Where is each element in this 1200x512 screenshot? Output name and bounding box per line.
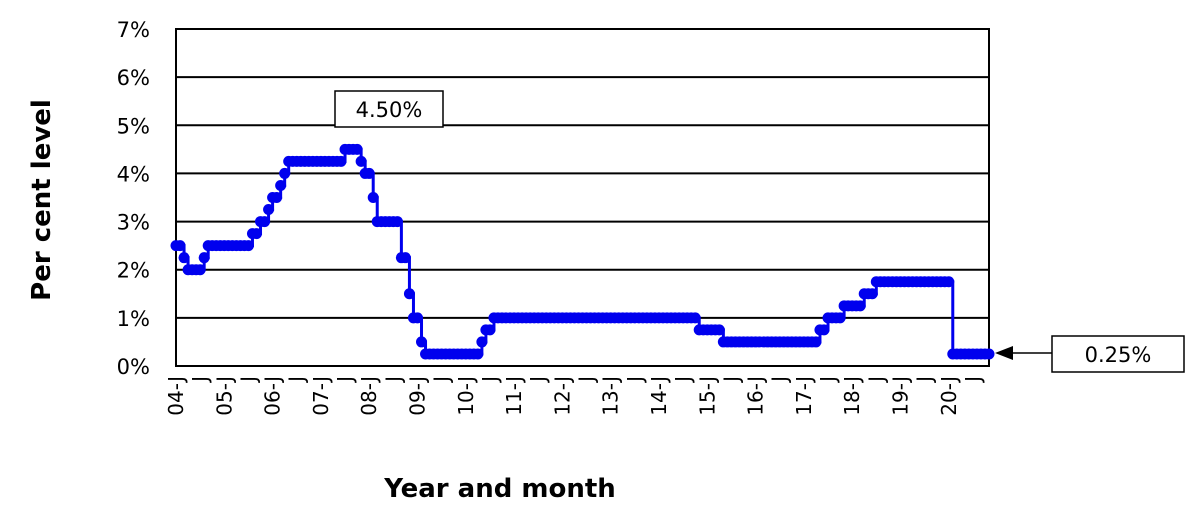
- data-point: [263, 204, 275, 216]
- y-tick-label: 4%: [117, 162, 150, 186]
- y-tick-label: 0%: [117, 355, 150, 379]
- x-tick-label: 05-J: [212, 376, 236, 416]
- current-annotation: 0.25%: [995, 335, 1185, 373]
- x-minor-tick-label: J: [575, 376, 599, 384]
- x-tick-label: 20-J: [937, 376, 961, 416]
- x-tick-label: 14-J: [647, 376, 671, 416]
- x-minor-tick-label: J: [864, 376, 888, 384]
- x-tick-label: 16-J: [744, 376, 768, 416]
- current-annotation-box: [1051, 335, 1185, 373]
- x-tick-label: 15-J: [695, 376, 719, 416]
- x-tick-label: 13-J: [599, 376, 623, 416]
- peak-annotation-text: 4.50%: [356, 98, 423, 122]
- x-minor-tick-label: J: [816, 376, 840, 384]
- x-tick-label: 18-J: [840, 376, 864, 416]
- x-minor-tick-label: J: [381, 376, 405, 384]
- data-point: [983, 348, 995, 360]
- x-tick-label: 17-J: [792, 376, 816, 416]
- y-tick-label: 5%: [117, 114, 150, 138]
- x-minor-tick-label: J: [719, 376, 743, 384]
- x-tick-label: 09-J: [405, 376, 429, 416]
- y-tick-label: 1%: [117, 307, 150, 331]
- data-point: [713, 324, 725, 336]
- x-minor-tick-label: J: [430, 376, 454, 384]
- x-minor-tick-label: J: [333, 376, 357, 384]
- data-point: [363, 167, 375, 179]
- data-point: [335, 155, 347, 167]
- data-point: [943, 276, 955, 288]
- data-point: [194, 264, 206, 276]
- data-point: [866, 288, 878, 300]
- data-point: [271, 192, 283, 203]
- data-point: [391, 216, 403, 228]
- data-point: [399, 252, 411, 264]
- x-tick-label: 19-J: [888, 376, 912, 416]
- x-minor-tick-label: J: [188, 376, 212, 384]
- y-axis-tick-labels: 0% 1% 2% 3% 4% 5% 6% 7%: [117, 18, 150, 379]
- data-point: [275, 179, 287, 191]
- data-point: [198, 252, 210, 264]
- y-tick-label: 3%: [117, 211, 150, 235]
- x-tick-label: 04-J: [164, 376, 188, 416]
- x-minor-tick-label: J: [526, 376, 550, 384]
- y-tick-label: 6%: [117, 66, 150, 90]
- data-point: [834, 312, 846, 324]
- data-point: [484, 324, 496, 336]
- rate-series: [170, 143, 995, 360]
- data-point: [242, 240, 254, 252]
- data-point: [279, 167, 291, 179]
- data-point: [810, 336, 822, 348]
- x-minor-tick-label: J: [285, 376, 309, 384]
- data-point: [259, 216, 271, 228]
- x-axis-tick-labels: 04-J J 05-J J 06-J J 07-J J 08-J J 09-J J 10-J J 11-J J…: [164, 376, 985, 416]
- peak-annotation: 4.50%: [334, 90, 444, 128]
- y-tick-label: 2%: [117, 259, 150, 283]
- data-point: [174, 240, 186, 252]
- data-point: [689, 312, 701, 324]
- current-annotation-text: 0.25%: [1085, 343, 1152, 367]
- peak-annotation-box: [334, 90, 444, 128]
- plot-area-frame: [175, 28, 990, 367]
- x-minor-tick-label: J: [961, 376, 985, 384]
- data-point: [351, 143, 363, 155]
- data-point: [178, 252, 190, 264]
- x-minor-tick-label: J: [236, 376, 260, 384]
- data-point: [355, 155, 367, 167]
- data-point: [411, 312, 423, 324]
- x-minor-tick-label: J: [913, 376, 937, 384]
- data-point: [367, 192, 379, 203]
- x-minor-tick-label: J: [768, 376, 792, 384]
- x-tick-label: 07-J: [309, 376, 333, 416]
- data-point: [818, 324, 830, 336]
- arrow-head-icon: [995, 346, 1013, 360]
- data-point: [854, 300, 866, 312]
- x-minor-tick-label: J: [478, 376, 502, 384]
- data-point: [403, 288, 415, 300]
- data-point: [416, 336, 428, 348]
- gridlines: [176, 76, 989, 319]
- data-point: [250, 228, 262, 240]
- data-point: [476, 336, 488, 348]
- x-tick-label: 10-J: [454, 376, 478, 416]
- x-minor-tick-label: J: [623, 376, 647, 384]
- x-minor-tick-label: J: [671, 376, 695, 384]
- y-tick-label: 7%: [117, 18, 150, 42]
- x-tick-label: 08-J: [357, 376, 381, 416]
- x-tick-label: 12-J: [550, 376, 574, 416]
- data-point: [472, 348, 484, 360]
- y-axis-title: Per cent level: [27, 99, 57, 301]
- x-tick-label: 06-J: [261, 376, 285, 416]
- x-axis-title: Year and month: [383, 474, 616, 504]
- x-tick-label: 11-J: [502, 376, 526, 416]
